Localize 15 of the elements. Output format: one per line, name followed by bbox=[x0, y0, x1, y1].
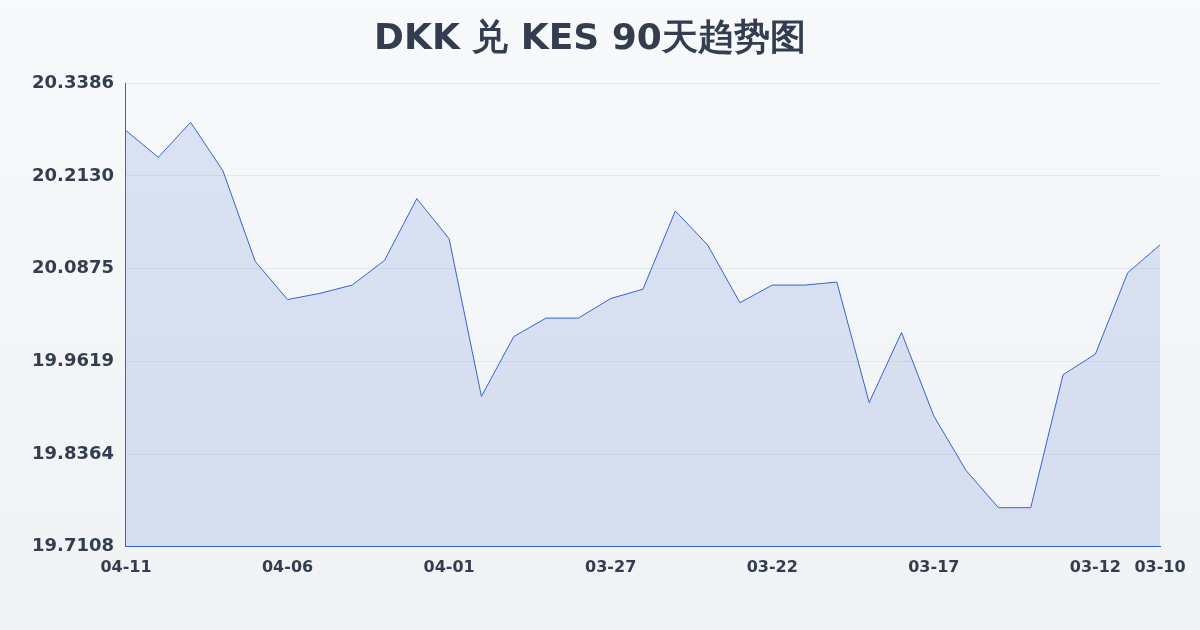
y-tick-label: 20.2130 bbox=[32, 163, 114, 185]
chart-title: DKK 兑 KES 90天趋势图 bbox=[374, 15, 806, 57]
x-tick-label: 04-01 bbox=[423, 556, 475, 576]
x-tick-label: 04-06 bbox=[261, 556, 314, 576]
y-tick-label: 19.7108 bbox=[32, 534, 114, 556]
y-tick-label: 20.3386 bbox=[32, 70, 114, 92]
x-tick-label: 04-11 bbox=[100, 556, 152, 576]
y-tick-label: 19.9619 bbox=[32, 349, 114, 371]
x-tick-label: 03-22 bbox=[746, 556, 798, 576]
y-tick-label: 20.0875 bbox=[32, 256, 114, 278]
x-tick-label: 03-12 bbox=[1069, 556, 1121, 576]
y-tick-label: 19.8364 bbox=[32, 441, 114, 463]
x-tick-label: 03-27 bbox=[585, 556, 637, 576]
x-tick-label: 03-10 bbox=[1134, 556, 1186, 576]
x-tick-label: 03-17 bbox=[908, 556, 960, 576]
